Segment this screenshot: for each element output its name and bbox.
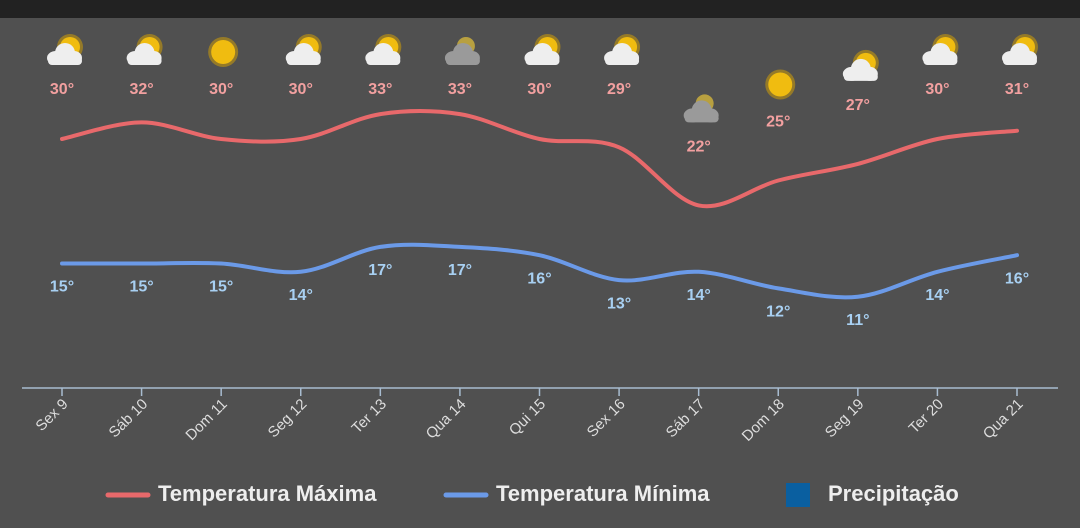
weather-icon [208,37,239,67]
weather-icon [365,34,402,65]
value-label: 30° [50,81,74,98]
line [60,109,1019,209]
weather-icon [604,34,641,65]
value-label: 29° [607,81,631,98]
value-label: 31° [1005,81,1029,98]
top-bar [0,0,1080,18]
cloud [525,57,560,65]
value-label: 14° [687,287,711,304]
cloud [366,57,401,65]
value-label: 25° [766,114,790,131]
value-label: 15° [129,279,153,296]
weather-icon [683,94,719,123]
cloud [286,57,321,65]
value-label: 33° [448,81,472,98]
line [60,242,1019,300]
weather-icon [126,34,163,65]
value-label: 30° [925,81,949,98]
weather-icon [1002,34,1038,65]
cloud [445,57,480,65]
value-label: 15° [209,279,233,296]
cloud [127,57,162,65]
value-label: 16° [1005,270,1029,287]
weather-icon [47,34,83,65]
legend-label: Precipitação [828,481,959,506]
value-label: 17° [368,262,392,279]
value-label: 30° [209,81,233,98]
legend-label: Temperatura Máxima [158,481,377,506]
value-label: 14° [289,287,313,304]
value-label: 15° [50,279,74,296]
value-label: 12° [766,304,790,321]
value-label: 33° [368,81,392,98]
value-label: 13° [607,295,631,312]
weather-icon [922,34,959,65]
value-label: 16° [527,270,551,287]
sun [211,40,236,64]
cloud [843,72,878,81]
cloud [923,57,958,65]
weather-icon [444,37,480,65]
value-label: 32° [129,81,153,98]
value-label: 17° [448,262,472,279]
value-label: 11° [846,312,869,329]
sun [768,72,793,97]
value-label: 14° [925,287,949,304]
value-label: 30° [527,81,551,98]
legend-swatch [786,483,810,507]
value-label: 22° [687,139,711,156]
value-label: 27° [846,97,870,114]
weather-icon [765,69,796,100]
cloud [684,114,719,123]
cloud [1003,57,1037,65]
weather-icon [285,34,322,65]
cloud [48,57,82,65]
value-label: 30° [289,81,313,98]
weather-icon [842,49,879,81]
cloud [605,57,640,65]
weather-icon [524,34,561,65]
legend-label: Temperatura Mínima [496,481,710,506]
